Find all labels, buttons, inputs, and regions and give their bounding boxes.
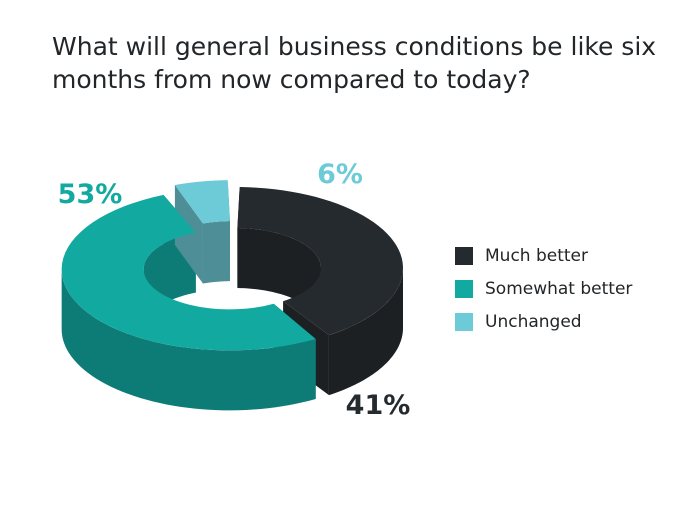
value-label-much-better: 41% bbox=[346, 390, 411, 421]
slice-somewhat-better-outer-wall bbox=[61, 269, 316, 411]
legend-item: Much better bbox=[455, 245, 632, 267]
slice-much-better-outer-wall bbox=[328, 268, 403, 396]
donut-slices bbox=[61, 180, 403, 411]
legend-swatch bbox=[455, 280, 473, 298]
legend-swatch bbox=[455, 313, 473, 331]
chart-legend: Much better Somewhat better Unchanged bbox=[455, 245, 632, 344]
legend-item: Unchanged bbox=[455, 311, 632, 333]
legend-label: Somewhat better bbox=[485, 279, 633, 299]
slice-unchanged-inner-wall bbox=[202, 221, 230, 284]
legend-label: Unchanged bbox=[485, 312, 582, 332]
slice-somewhat-better-top bbox=[61, 194, 316, 351]
legend-swatch bbox=[455, 247, 473, 265]
slice-unchanged-start-face bbox=[174, 185, 203, 284]
chart-title: What will general business conditions be… bbox=[52, 32, 657, 94]
donut-labels: 41% 53% 6% bbox=[58, 159, 411, 421]
slice-unchanged-top bbox=[174, 180, 230, 224]
slice-much-better-top bbox=[237, 187, 403, 336]
value-label-somewhat-better: 53% bbox=[58, 179, 123, 210]
legend-item: Somewhat better bbox=[455, 278, 632, 300]
slice-much-better-inner-wall bbox=[237, 228, 321, 328]
legend-label: Much better bbox=[485, 246, 588, 266]
value-label-unchanged: 6% bbox=[317, 159, 363, 190]
